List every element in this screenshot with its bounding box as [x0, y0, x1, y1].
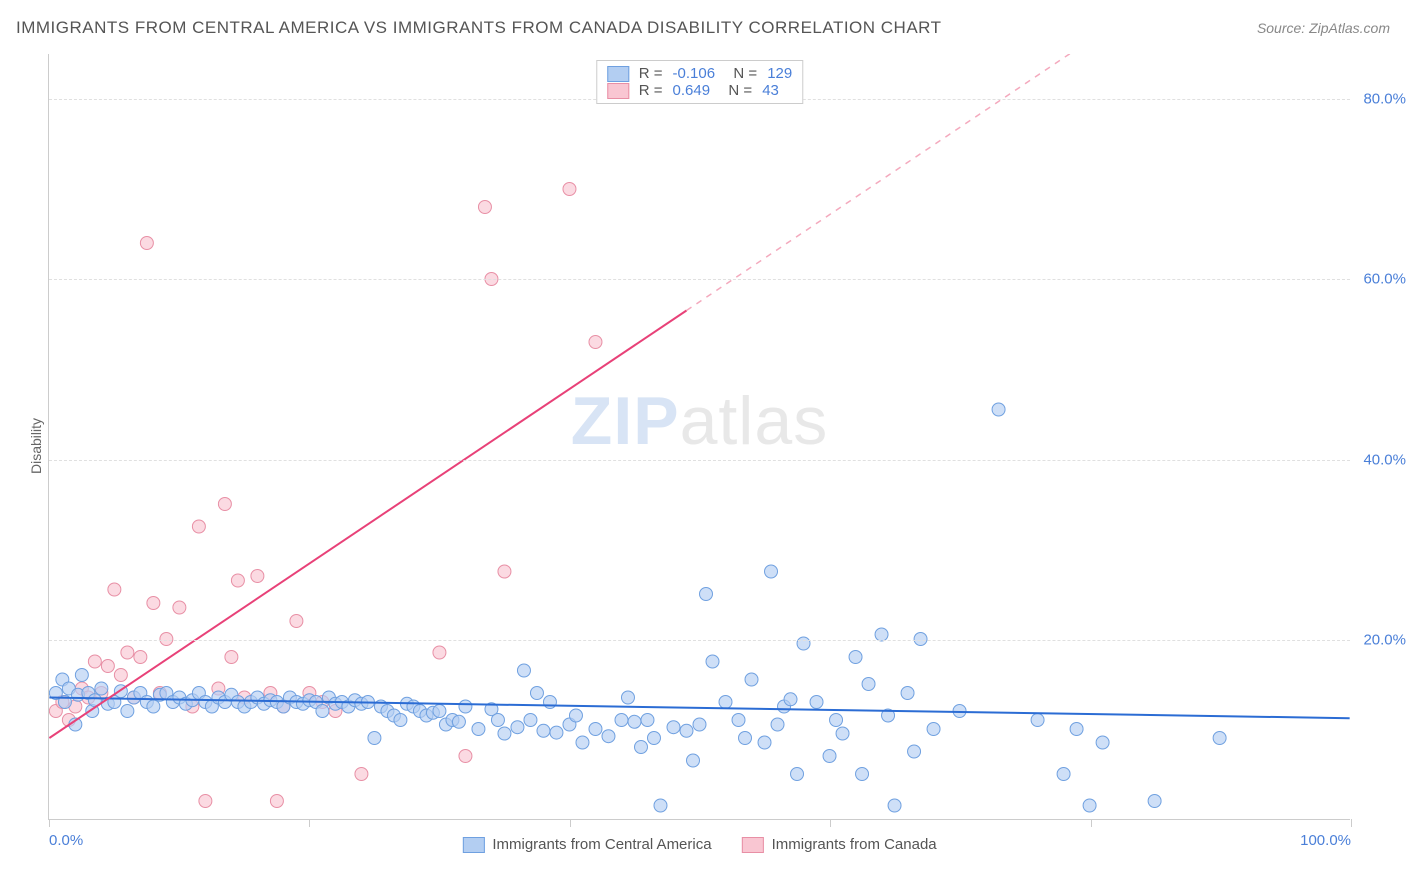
r-value-2: 0.649 [673, 82, 711, 99]
ytick-label: 20.0% [1363, 631, 1406, 648]
xtick-label: 100.0% [1300, 832, 1351, 849]
plot-area: ZIPatlas R = -0.106 N = 129 R = 0.649 N … [48, 54, 1350, 820]
n-label: N = [720, 82, 752, 99]
r-value-1: -0.106 [673, 65, 716, 82]
r-label: R = [639, 82, 663, 99]
r-label: R = [639, 65, 663, 82]
n-value-2: 43 [762, 82, 779, 99]
y-axis-label: Disability [28, 418, 44, 474]
legend-swatch-pink [742, 837, 764, 853]
legend-swatch-pink [607, 83, 629, 99]
ytick-label: 40.0% [1363, 451, 1406, 468]
n-value-1: 129 [767, 65, 792, 82]
legend-series: Immigrants from Central America Immigran… [462, 836, 936, 853]
chart-title: IMMIGRANTS FROM CENTRAL AMERICA VS IMMIG… [16, 18, 942, 38]
ytick-label: 60.0% [1363, 271, 1406, 288]
ytick-label: 80.0% [1363, 91, 1406, 108]
legend-swatch-blue [462, 837, 484, 853]
legend-label-2: Immigrants from Canada [772, 836, 937, 853]
xtick-label: 0.0% [49, 832, 83, 849]
legend-label-1: Immigrants from Central America [492, 836, 711, 853]
legend-correlation: R = -0.106 N = 129 R = 0.649 N = 43 [596, 60, 803, 104]
legend-swatch-blue [607, 66, 629, 82]
scatter-svg [49, 54, 1350, 819]
n-label: N = [725, 65, 757, 82]
source-label: Source: ZipAtlas.com [1257, 20, 1390, 36]
